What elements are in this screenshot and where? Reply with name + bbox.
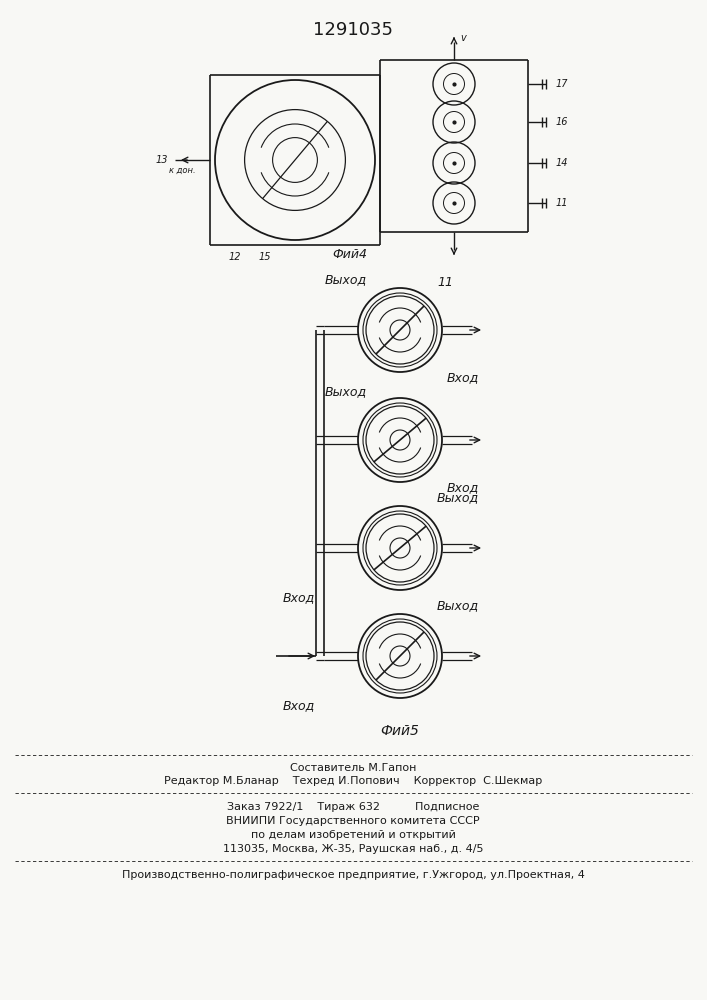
Text: по делам изобретений и открытий: по делам изобретений и открытий (250, 830, 455, 840)
Text: 12: 12 (229, 252, 241, 262)
Text: Фий4: Фий4 (332, 247, 368, 260)
Text: Вход: Вход (283, 700, 315, 712)
Text: Редактор М.Бланар    Техред И.Попович    Корректор  С.Шекмар: Редактор М.Бланар Техред И.Попович Корре… (164, 776, 542, 786)
Text: Вход: Вход (447, 482, 479, 494)
Text: 15: 15 (259, 252, 271, 262)
Text: 11: 11 (437, 275, 453, 288)
Text: Вход: Вход (447, 371, 479, 384)
Text: Составитель М.Гапон: Составитель М.Гапон (290, 763, 416, 773)
Text: к дон.: к дон. (169, 165, 195, 174)
Text: Фий5: Фий5 (380, 724, 419, 738)
Text: 14: 14 (556, 158, 568, 168)
Text: 113035, Москва, Ж-35, Раушская наб., д. 4/5: 113035, Москва, Ж-35, Раушская наб., д. … (223, 844, 484, 854)
Text: 1291035: 1291035 (313, 21, 393, 39)
Text: Производственно-полиграфическое предприятие, г.Ужгород, ул.Проектная, 4: Производственно-полиграфическое предприя… (122, 870, 585, 880)
Text: ВНИИПИ Государственного комитета СССР: ВНИИПИ Государственного комитета СССР (226, 816, 480, 826)
Text: 11: 11 (556, 198, 568, 208)
Text: v: v (460, 33, 466, 43)
Text: Заказ 7922/1    Тираж 632          Подписное: Заказ 7922/1 Тираж 632 Подписное (227, 802, 479, 812)
Text: Выход: Выход (437, 491, 479, 504)
Text: 16: 16 (556, 117, 568, 127)
Text: Выход: Выход (325, 385, 367, 398)
Text: Вход: Вход (283, 591, 315, 604)
Text: Выход: Выход (325, 273, 367, 286)
Text: 13: 13 (156, 155, 168, 165)
Text: Выход: Выход (437, 599, 479, 612)
Text: 17: 17 (556, 79, 568, 89)
